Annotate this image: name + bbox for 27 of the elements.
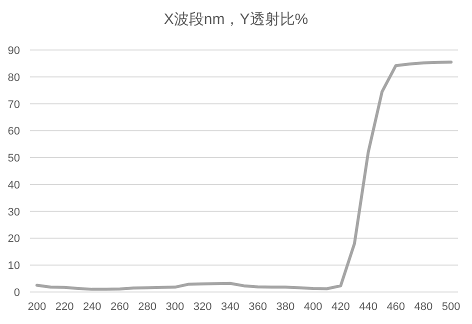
- y-tick-label: 40: [8, 179, 20, 192]
- x-tick-label: 220: [55, 301, 74, 313]
- x-tick-label: 340: [221, 301, 240, 313]
- x-tick-label: 260: [110, 301, 129, 313]
- x-tick-label: 460: [386, 301, 406, 313]
- y-tick-label: 10: [8, 260, 20, 272]
- x-tick-label: 480: [414, 301, 433, 313]
- y-tick-label: 80: [8, 72, 20, 84]
- x-tick-label: 400: [304, 301, 322, 313]
- x-tick-label: 420: [331, 301, 350, 313]
- x-tick-label: 440: [359, 301, 378, 313]
- y-tick-label: 20: [8, 233, 20, 246]
- chart-title: X波段nm，Y透射比%: [164, 11, 308, 28]
- y-tick-label: 30: [8, 206, 20, 218]
- x-tick-label: 280: [138, 301, 157, 313]
- x-tick-label: 240: [82, 301, 102, 313]
- x-tick-label: 380: [276, 301, 295, 313]
- y-tick-label: 50: [8, 152, 20, 165]
- x-tick-label: 300: [166, 301, 184, 313]
- x-tick-label: 320: [193, 301, 212, 313]
- y-tick-label: 0: [14, 287, 20, 299]
- x-tick-label: 500: [442, 301, 460, 313]
- x-tick-label: 360: [248, 301, 267, 313]
- x-tick-label: 200: [28, 301, 46, 313]
- y-tick-label: 60: [8, 126, 20, 138]
- y-tick-label: 70: [8, 98, 20, 111]
- y-tick-label: 90: [8, 45, 20, 57]
